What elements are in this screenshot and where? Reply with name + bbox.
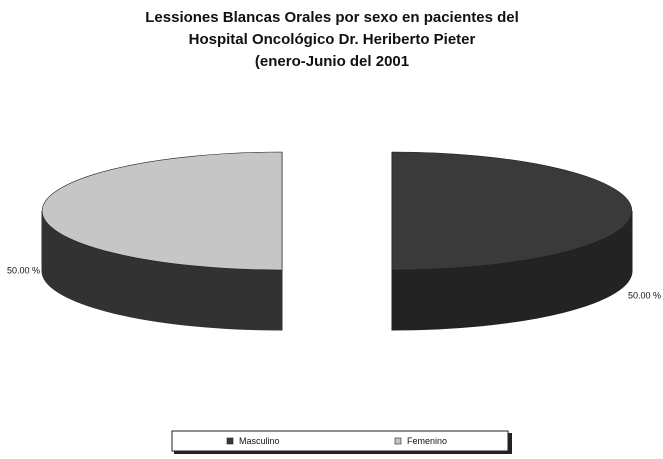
data-label: 50.00 % bbox=[628, 290, 661, 300]
chart-title: (enero-Junio del 2001 bbox=[255, 53, 409, 70]
slice bbox=[41, 151, 283, 271]
chart-title: Lessiones Blancas Orales por sexo en pac… bbox=[145, 9, 519, 26]
legend bbox=[171, 430, 509, 452]
legend-swatch bbox=[394, 437, 402, 445]
chart-title: Hospital Oncológico Dr. Heriberto Pieter bbox=[189, 31, 476, 48]
slice bbox=[391, 151, 633, 271]
legend-label: Femenino bbox=[407, 436, 447, 446]
legend-label: Masculino bbox=[239, 436, 280, 446]
legend-swatch bbox=[226, 437, 234, 445]
data-label: 50.00 % bbox=[7, 265, 40, 275]
